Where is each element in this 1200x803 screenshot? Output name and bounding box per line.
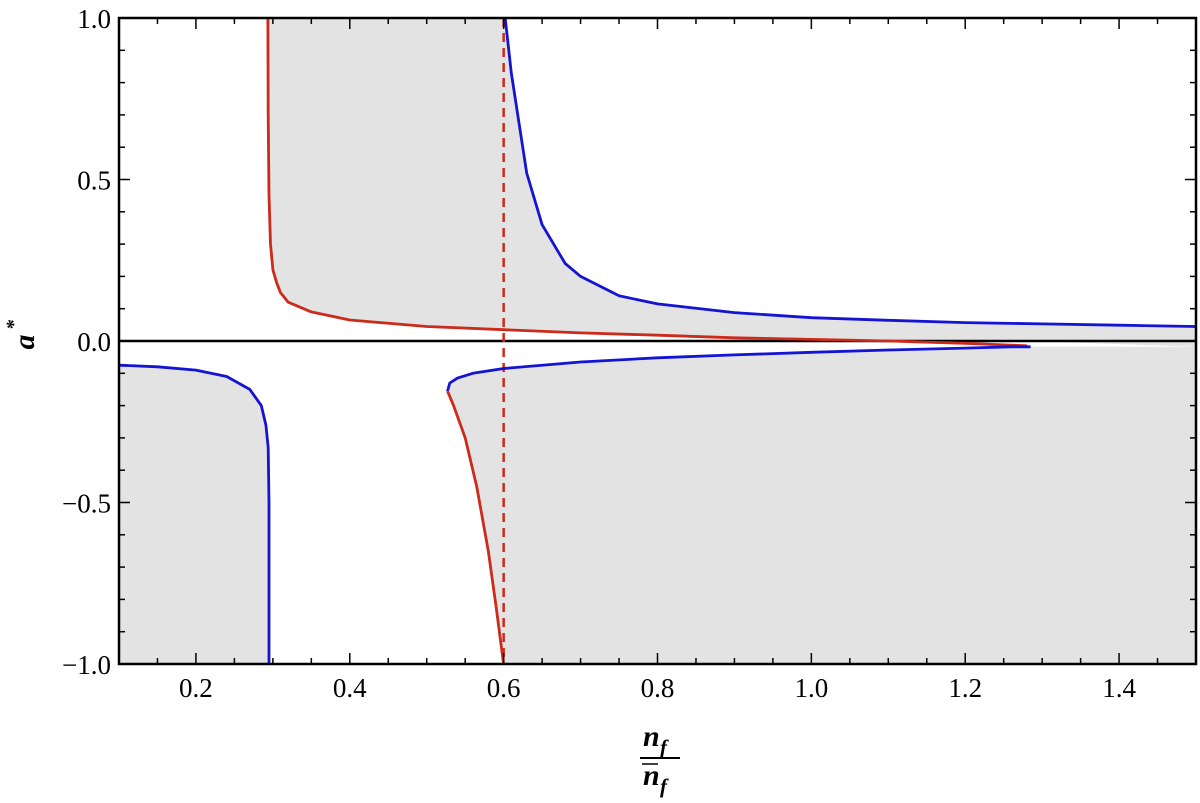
y-axis-label: a * (3, 319, 41, 350)
x-tick-label: 1.2 (948, 673, 982, 703)
x-tick-label: 1.4 (1102, 673, 1136, 703)
x-axis-label: n f n f (640, 720, 680, 798)
x-tick-label: 0.4 (333, 673, 367, 703)
shaded-regions (119, 18, 1196, 664)
series-line-2 (503, 17, 1197, 328)
chart-lines (118, 17, 1197, 665)
x-label-denominator: n (643, 759, 660, 792)
series-line-5 (446, 390, 505, 665)
x-tick-label: 1.0 (794, 673, 828, 703)
series-line-1 (266, 17, 1027, 348)
x-tick-label: 0.2 (179, 673, 213, 703)
y-axis-label-superscript: * (3, 319, 25, 330)
series-line-3 (118, 363, 271, 664)
y-tick-label: 0.5 (77, 166, 111, 196)
y-axis-label-base: a (8, 335, 41, 350)
series-line-4 (446, 345, 1031, 392)
shaded-region-lower-right (447, 341, 1196, 664)
x-tick-label: 0.8 (641, 673, 675, 703)
shaded-region-lower-right-strip (1030, 341, 1196, 347)
x-label-denominator-sub: f (660, 774, 669, 798)
x-label-numerator-sub: f (660, 735, 669, 759)
tick-labels: 0.2 0.4 0.6 0.8 1.0 1.2 1.4 1.0 0.5 0.0 −0.5 −1.0 (62, 4, 1136, 703)
shaded-region-lower-left (119, 365, 269, 664)
shaded-region-upper (267, 18, 1196, 341)
y-tick-label: −1.0 (62, 650, 111, 680)
tick-marks (118, 17, 1197, 665)
y-tick-label: −0.5 (62, 489, 111, 519)
y-tick-label: 0.0 (77, 327, 111, 357)
y-tick-label: 1.0 (77, 4, 111, 34)
x-tick-label: 0.6 (487, 673, 521, 703)
x-label-numerator: n (643, 720, 660, 753)
